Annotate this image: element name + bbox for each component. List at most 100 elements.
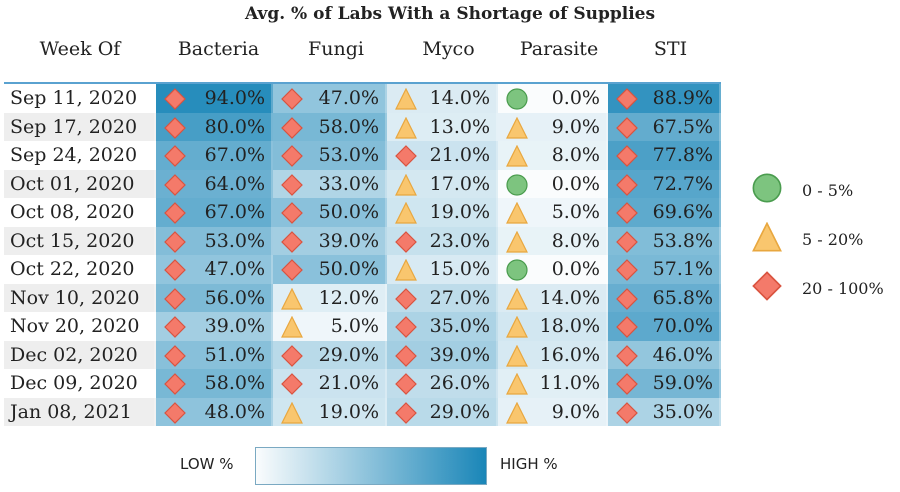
cell-value: 53.8% <box>652 229 713 252</box>
diamond-icon <box>164 116 186 139</box>
diamond-icon <box>281 373 303 395</box>
cell-value: 13.0% <box>429 115 490 138</box>
heatmap-cell: 8.0% <box>498 141 608 170</box>
cell-value: 94.0% <box>204 87 265 109</box>
row-label: Nov 20, 2020 <box>4 312 156 341</box>
table-row: Oct 15, 2020 53.0% 39.0% 23.0% 8.0% 53.8% <box>4 226 721 255</box>
row-label: Sep 11, 2020 <box>4 84 156 113</box>
heatmap-cell: 11.0% <box>498 369 608 398</box>
heatmap-cell: 67.0% <box>156 198 273 227</box>
diamond-icon <box>616 88 638 110</box>
cell-value: 14.0% <box>429 87 490 109</box>
cell-value: 59.0% <box>652 372 713 394</box>
triangle-icon <box>281 287 303 310</box>
cell-value: 29.0% <box>318 343 379 366</box>
diamond-icon <box>164 287 186 310</box>
triangle-icon <box>506 344 528 367</box>
heatmap-cell: 47.0% <box>273 84 387 113</box>
heatmap-cell: 50.0% <box>273 255 387 284</box>
heatmap-cell: 59.0% <box>608 369 721 398</box>
cell-value: 46.0% <box>652 343 713 366</box>
diamond-icon <box>281 344 303 367</box>
diamond-icon <box>616 344 638 367</box>
cell-value: 27.0% <box>429 286 490 309</box>
cell-value: 0.0% <box>551 172 600 195</box>
heatmap-cell: 26.0% <box>387 369 498 398</box>
triangle-icon <box>281 315 303 338</box>
cell-value: 29.0% <box>429 400 490 423</box>
heatmap-cell: 67.5% <box>608 112 721 141</box>
table-row: Nov 20, 2020 39.0% 5.0% 35.0% 18.0% 70.0% <box>4 312 721 341</box>
heatmap-cell: 35.0% <box>608 397 721 426</box>
row-label: Oct 22, 2020 <box>4 255 156 284</box>
heatmap-cell: 19.0% <box>387 198 498 227</box>
diamond-icon <box>616 316 638 338</box>
cell-value: 88.9% <box>652 87 713 109</box>
heatmap-cell: 23.0% <box>387 226 498 255</box>
table-row: Dec 02, 2020 51.0% 29.0% 39.0% 16.0% 46.0% <box>4 340 721 369</box>
cell-value: 47.0% <box>204 258 265 280</box>
cell-value: 19.0% <box>318 400 379 423</box>
circle-icon <box>752 173 802 207</box>
cell-value: 48.0% <box>204 400 265 423</box>
row-label: Dec 09, 2020 <box>4 369 156 398</box>
legend-label: 20 - 100% <box>802 278 884 298</box>
circle-icon <box>506 88 528 110</box>
table-row: Nov 10, 2020 56.0% 12.0% 27.0% 14.0% 65.8% <box>4 283 721 312</box>
row-label: Sep 17, 2020 <box>4 112 156 141</box>
row-label: Oct 08, 2020 <box>4 198 156 227</box>
cell-value: 39.0% <box>204 315 265 337</box>
cell-value: 16.0% <box>539 343 600 366</box>
header-bacteria: Bacteria <box>177 38 260 60</box>
heatmap-cell: 94.0% <box>156 84 273 113</box>
heatmap-cell: 39.0% <box>387 340 498 369</box>
heatmap-cell: 53.0% <box>273 141 387 170</box>
cell-value: 8.0% <box>551 144 600 166</box>
heatmap-cell: 0.0% <box>498 255 608 284</box>
chart-title: Avg. % of Labs With a Shortage of Suppli… <box>244 4 656 24</box>
diamond-icon <box>395 373 417 395</box>
cell-value: 35.0% <box>652 400 713 423</box>
cell-value: 47.0% <box>318 87 379 109</box>
cell-value: 26.0% <box>429 372 490 394</box>
triangle-icon <box>506 372 528 395</box>
cell-value: 17.0% <box>429 172 490 195</box>
triangle-icon <box>395 258 417 281</box>
cell-value: 70.0% <box>652 315 713 337</box>
diamond-icon <box>616 173 638 196</box>
heatmap-cell: 12.0% <box>273 283 387 312</box>
legend-item: 0 - 5% <box>752 173 853 207</box>
header-myco: Myco <box>422 38 475 60</box>
cell-value: 50.0% <box>318 201 379 223</box>
heatmap-cell: 53.8% <box>608 226 721 255</box>
heatmap-cell: 14.0% <box>387 84 498 113</box>
cell-value: 9.0% <box>551 400 600 423</box>
heatmap-cell: 39.0% <box>156 312 273 341</box>
diamond-icon <box>395 344 417 367</box>
triangle-icon <box>506 144 528 167</box>
diamond-icon <box>164 173 186 196</box>
triangle-icon <box>395 87 417 110</box>
diamond-icon <box>395 316 417 338</box>
diamond-icon <box>616 202 638 224</box>
diamond-icon <box>395 230 417 253</box>
heatmap-cell: 8.0% <box>498 226 608 255</box>
cell-value: 5.0% <box>551 201 600 223</box>
heatmap-cell: 17.0% <box>387 169 498 198</box>
heatmap-cell: 33.0% <box>273 169 387 198</box>
triangle-icon <box>506 116 528 139</box>
cell-value: 77.8% <box>652 144 713 166</box>
heatmap-cell: 13.0% <box>387 112 498 141</box>
cell-value: 64.0% <box>204 172 265 195</box>
table-row: Oct 01, 2020 64.0% 33.0% 17.0% 0.0% 72.7% <box>4 169 721 198</box>
triangle-icon <box>506 230 528 253</box>
diamond-icon <box>164 145 186 167</box>
cell-value: 56.0% <box>204 286 265 309</box>
diamond-icon <box>281 202 303 224</box>
heatmap-cell: 29.0% <box>273 340 387 369</box>
diamond-icon <box>164 202 186 224</box>
heatmap-cell: 19.0% <box>273 397 387 426</box>
table-row: Sep 24, 2020 67.0% 53.0% 21.0% 8.0% 77.8% <box>4 141 721 170</box>
high-label: HIGH % <box>500 455 558 473</box>
cell-value: 53.0% <box>204 229 265 252</box>
